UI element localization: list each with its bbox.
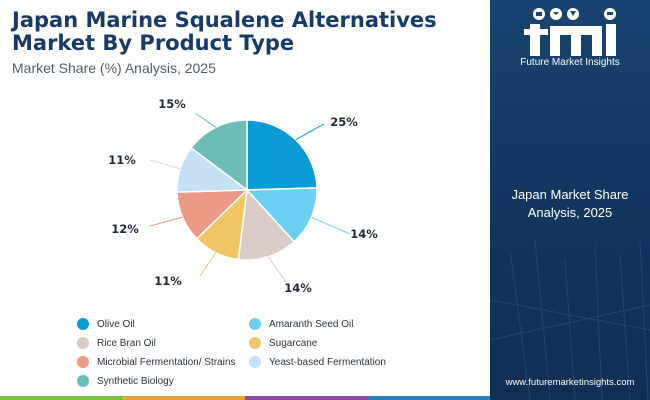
- legend-swatch: [249, 318, 261, 330]
- website-url[interactable]: www.futuremarketinsights.com: [505, 377, 635, 388]
- legend-item: Synthetic Biology: [77, 373, 174, 389]
- legend-item: Yeast-based Fermentation: [249, 354, 386, 370]
- slice-label: 12%: [111, 222, 139, 236]
- pie-slice-amaranth-seed-oil: [245, 187, 318, 243]
- side-panel: Future Market Insights Japan Market Shar…: [490, 0, 650, 400]
- legend-label: Rice Bran Oil: [97, 337, 156, 349]
- legend-label: Amaranth Seed Oil: [269, 318, 354, 330]
- slice-label: 14%: [350, 227, 378, 241]
- leader-line: [311, 216, 351, 235]
- legend-item: Microbial Fermentation/ Strains: [77, 354, 235, 370]
- logo-text: Future Market Insights: [520, 57, 620, 68]
- slice-label: 25%: [330, 115, 358, 129]
- leader-line: [149, 216, 183, 227]
- chart-subtitle: Market Share (%) Analysis, 2025: [12, 60, 216, 76]
- panel-heading: Japan Market Share Analysis, 2025: [511, 187, 629, 220]
- legend-swatch: [77, 356, 89, 368]
- bottom-bar-segment: [122, 396, 245, 400]
- legend-swatch: [249, 337, 261, 349]
- bottom-bar-segment: [245, 396, 368, 400]
- legend-label: Synthetic Biology: [97, 375, 174, 387]
- pie-slice-rice-bran-oil: [237, 188, 296, 261]
- fmi-logo: [524, 8, 616, 56]
- legend-swatch: [249, 356, 261, 368]
- pie-slice-olive-oil: [246, 119, 318, 191]
- legend-label: Olive Oil: [97, 318, 135, 330]
- chart-title: Japan Marine Squalene Alternatives Marke…: [12, 8, 437, 55]
- legend-swatch: [77, 318, 89, 330]
- bottom-color-bar: [0, 396, 490, 400]
- legend-item: Amaranth Seed Oil: [249, 316, 354, 332]
- slice-label: 14%: [284, 281, 312, 295]
- legend-item: Rice Bran Oil: [77, 335, 156, 351]
- bottom-bar-segment: [367, 396, 490, 400]
- legend-swatch: [77, 337, 89, 349]
- legend-label: Sugarcane: [269, 337, 318, 349]
- slice-label: 11%: [108, 153, 136, 167]
- legend-label: Yeast-based Fermentation: [269, 356, 386, 368]
- legend-item: Sugarcane: [249, 335, 317, 351]
- bottom-bar-segment: [0, 396, 123, 400]
- legend-swatch: [77, 375, 89, 387]
- legend-label: Microbial Fermentation/ Strains: [97, 356, 236, 368]
- pie-slice-synthetic-biology: [190, 119, 248, 192]
- leader-line: [194, 112, 217, 128]
- slice-label: 11%: [154, 274, 182, 288]
- leader-line: [149, 159, 181, 170]
- slice-label: 15%: [158, 97, 186, 111]
- panel-decoration: [490, 239, 650, 400]
- leader-line: [267, 256, 287, 283]
- leader-line: [199, 252, 217, 277]
- leader-line: [295, 123, 325, 141]
- legend-item: Olive Oil: [77, 316, 135, 332]
